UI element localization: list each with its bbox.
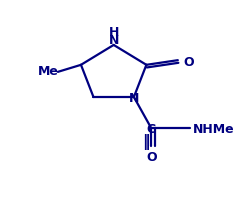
Text: O: O xyxy=(184,55,194,68)
Text: ‖: ‖ xyxy=(142,133,149,150)
Text: O: O xyxy=(146,150,157,163)
Text: NHMe: NHMe xyxy=(193,122,234,135)
Text: N: N xyxy=(108,34,119,47)
Text: C: C xyxy=(146,122,156,135)
Text: N: N xyxy=(129,91,140,104)
Text: H: H xyxy=(108,26,119,39)
Text: Me: Me xyxy=(38,65,59,78)
